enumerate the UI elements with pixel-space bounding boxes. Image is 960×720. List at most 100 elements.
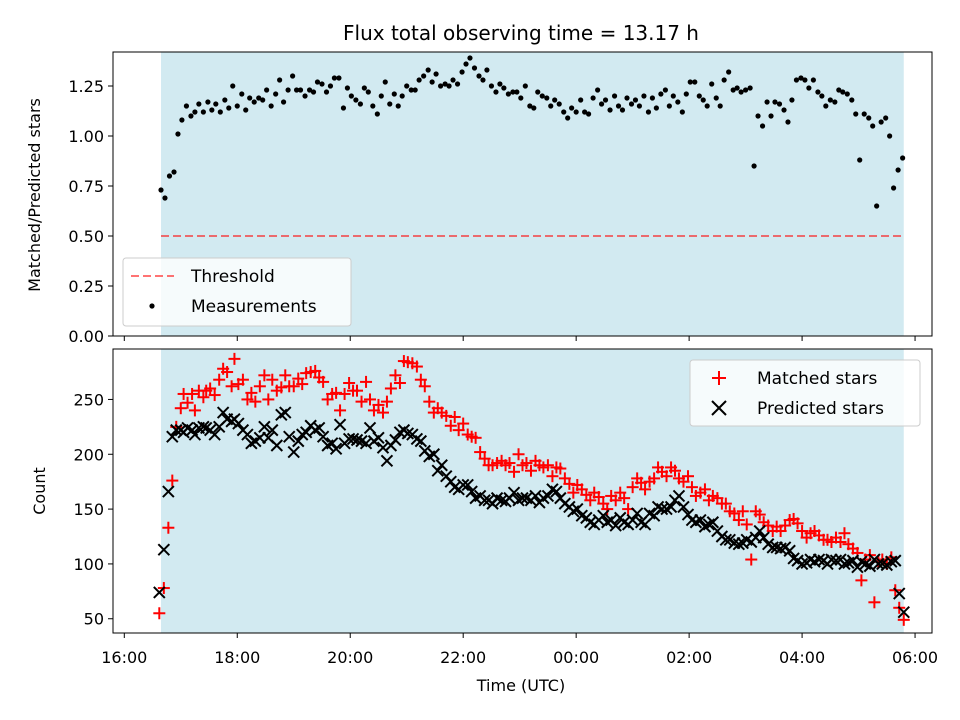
- predicted-star-point: [431, 464, 444, 477]
- measurement-point: [535, 89, 541, 95]
- measurement-point: [247, 95, 253, 101]
- matched-star-point: [275, 381, 288, 394]
- matched-star-point: [745, 553, 758, 566]
- measurement-point: [590, 95, 596, 101]
- x-tick-label: 20:00: [327, 648, 373, 667]
- predicted-star-point: [672, 489, 686, 503]
- predicted-star-point: [495, 494, 508, 507]
- measurement-point: [683, 91, 689, 97]
- measurement-point: [802, 77, 808, 83]
- predicted-star-point: [283, 430, 296, 443]
- measurement-point: [467, 55, 473, 61]
- matched-star-point: [512, 448, 525, 461]
- measurement-point: [632, 97, 639, 103]
- y-tick-label: 100: [73, 555, 104, 574]
- measurement-point: [293, 87, 300, 93]
- predicted-star-point: [677, 500, 690, 514]
- matched-star-point: [363, 393, 376, 406]
- measurement-point: [514, 89, 520, 95]
- measurement-point: [280, 99, 287, 105]
- predicted-star-point: [706, 516, 720, 529]
- measurement-point: [196, 101, 202, 107]
- matched-star-point: [444, 419, 457, 432]
- measurement-point: [463, 61, 469, 67]
- matched-star-point: [245, 386, 258, 399]
- matched-star-points: [153, 352, 910, 626]
- x-tick-label: 22:00: [440, 648, 486, 667]
- ratio-panel-frame: [112, 51, 933, 337]
- ratio-y-axis-label: Matched/Predicted stars: [25, 98, 44, 292]
- measurement-point: [251, 99, 257, 105]
- predicted-star-point: [825, 553, 838, 566]
- measurement-point: [717, 103, 723, 109]
- measurement-point: [890, 185, 897, 191]
- measurement-point: [578, 97, 584, 103]
- measurement-point: [361, 85, 367, 91]
- predicted-star-point: [507, 486, 521, 499]
- matched-star-point: [287, 380, 300, 393]
- measurement-point: [471, 65, 478, 71]
- predicted-star-point: [270, 439, 284, 452]
- measurement-point: [404, 83, 410, 89]
- ratio-x-ticks: [123, 336, 916, 341]
- matched-star-point: [309, 364, 322, 377]
- measurement-point: [721, 77, 727, 83]
- measurement-point: [883, 115, 889, 121]
- y-tick-label: 200: [73, 445, 104, 464]
- legend-measurement-label: Measurements: [191, 297, 317, 317]
- measurement-point: [243, 107, 249, 113]
- matched-star-point: [838, 527, 851, 540]
- predicted-star-point: [541, 489, 555, 503]
- matched-star-point: [584, 494, 597, 507]
- legend-box: [122, 257, 352, 327]
- count-x-ticks: 16:00 18:00 20:00 22:00 00:00 02:00 04:00 06:00: [101, 633, 938, 667]
- y-tick-label: 0.00: [68, 327, 104, 346]
- matched-star-point: [208, 389, 221, 402]
- measurement-point: [188, 113, 194, 119]
- matched-star-point: [213, 373, 226, 386]
- measurement-point: [645, 109, 652, 115]
- measurement-point: [755, 113, 761, 119]
- matched-star-point: [410, 360, 423, 373]
- measurement-point: [277, 77, 283, 83]
- predicted-star-point: [329, 442, 343, 455]
- predicted-star-point: [774, 542, 787, 555]
- predicted-star-point: [893, 587, 906, 600]
- predicted-star-point: [299, 426, 313, 439]
- measurement-point: [870, 123, 876, 129]
- measurement-point: [166, 173, 173, 179]
- measurement-point: [619, 107, 626, 113]
- matched-star-point: [618, 492, 631, 505]
- ratio-y-ticks: 0.00 0.25 0.50 0.75 1.00 1.25: [68, 77, 113, 346]
- y-tick-label: 0.25: [68, 277, 104, 296]
- matched-star-point: [635, 476, 648, 489]
- measurement-point: [548, 103, 554, 109]
- predicted-star-point: [435, 459, 448, 472]
- measurement-point: [798, 75, 804, 81]
- measurement-point: [382, 79, 388, 85]
- matched-star-point: [153, 607, 166, 620]
- measurement-point: [785, 119, 791, 125]
- measurement-point: [687, 79, 693, 85]
- matched-star-point: [609, 494, 622, 507]
- measurement-point: [446, 83, 452, 89]
- x-axis-label: Time (UTC): [476, 676, 565, 695]
- measurement-point: [531, 105, 537, 111]
- measurement-point: [331, 75, 338, 81]
- predicted-star-point: [232, 417, 245, 430]
- measurement-point: [327, 83, 334, 89]
- predicted-star-point: [414, 434, 428, 448]
- y-tick-label: 0.75: [68, 177, 104, 196]
- measurement-point: [391, 91, 397, 97]
- measurement-point: [459, 69, 465, 75]
- matched-star-point: [221, 366, 234, 379]
- measurement-point: [641, 93, 647, 99]
- matched-star-point: [343, 376, 356, 389]
- measurement-point: [175, 131, 181, 137]
- matched-star-point: [626, 481, 639, 494]
- measurement-point: [497, 81, 503, 87]
- measurement-point: [268, 103, 274, 109]
- measurement-point: [510, 89, 516, 95]
- measurement-point: [412, 87, 418, 93]
